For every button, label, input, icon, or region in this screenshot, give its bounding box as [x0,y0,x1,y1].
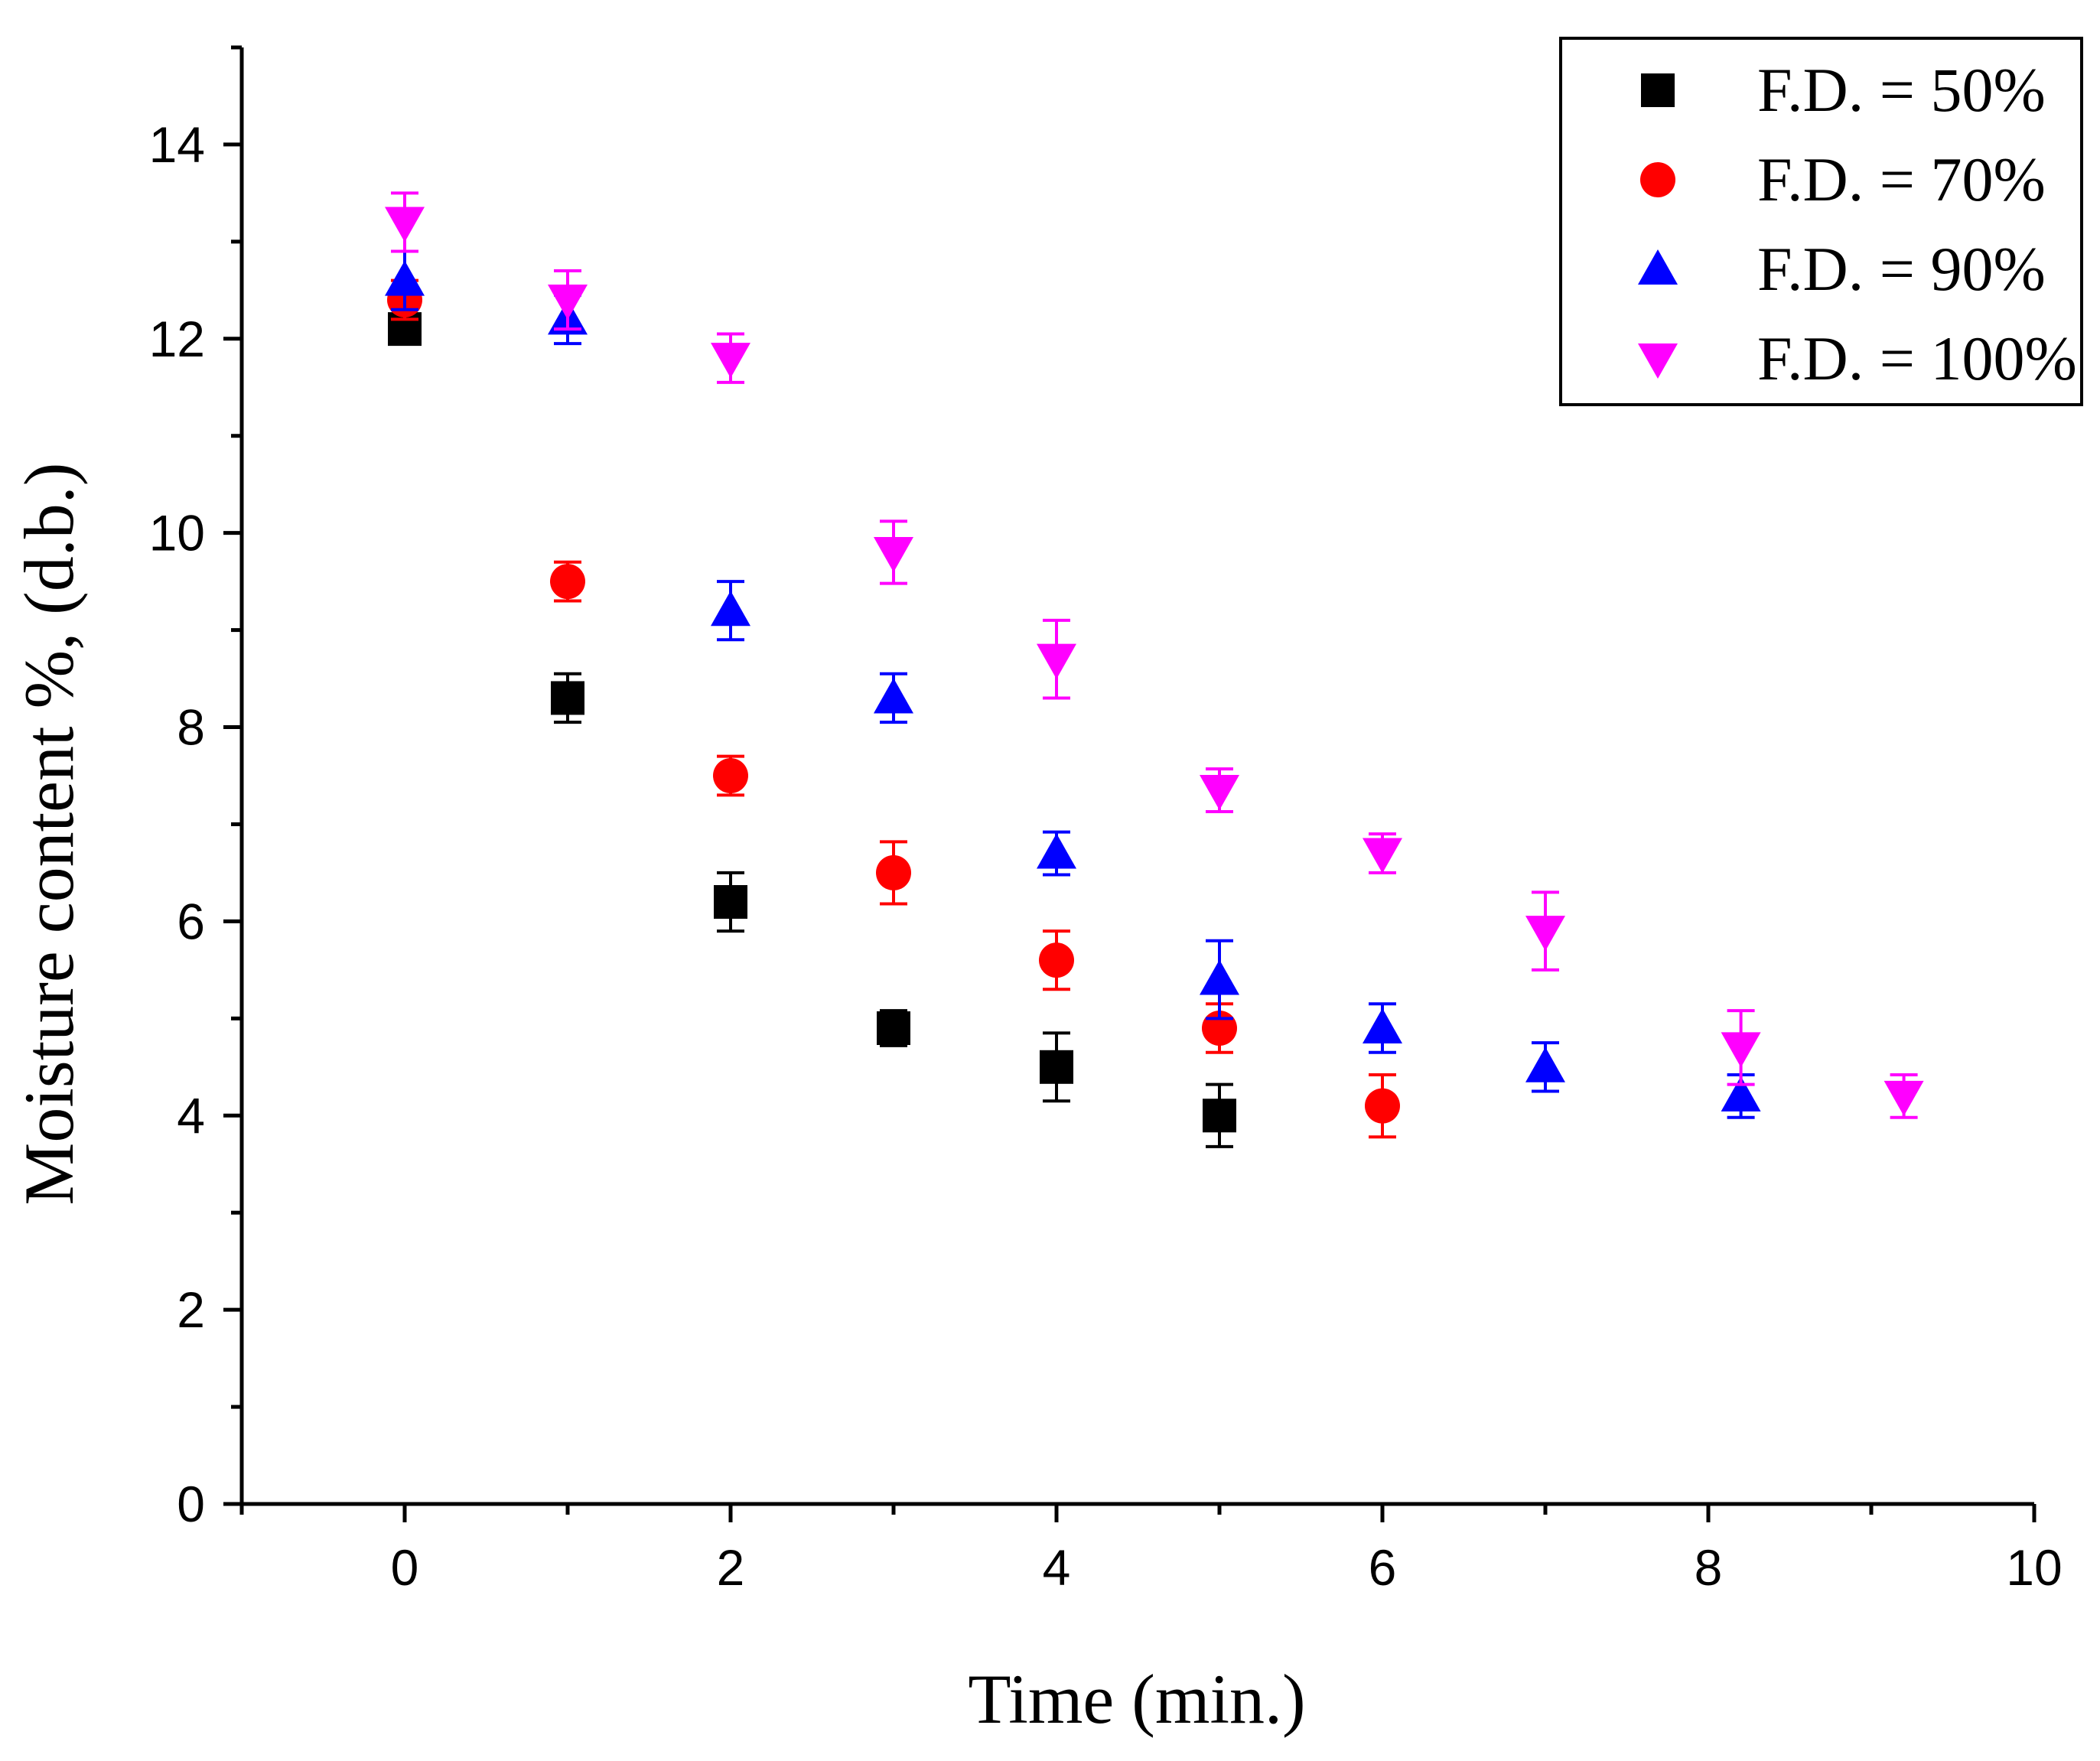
data-point [1363,1008,1402,1044]
series-layer [385,191,1924,1148]
data-point [1040,1050,1073,1084]
data-point [1039,942,1074,978]
data-point [1200,959,1239,995]
y-tick-label: 8 [177,699,205,756]
legend-marker [1641,73,1675,107]
data-point [711,591,750,627]
y-tick-label: 12 [149,311,205,367]
legend: F.D. = 50% F.D. = 70% F.D. = 90% F.D. = 100… [1559,37,2083,406]
data-point [1883,1080,1924,1116]
data-point [1721,1076,1761,1112]
data-point [385,260,425,296]
x-tick-label: 6 [1369,1539,1397,1596]
data-point [1365,1088,1400,1124]
x-tick-label: 4 [1043,1539,1071,1596]
legend-marker [1640,162,1675,197]
x-axis-title: Time (min.) [968,1660,1305,1738]
legend-label: F.D. = 90% [1757,234,2046,304]
legend-label: F.D. = 70% [1757,145,2046,214]
y-axis-title: Moisture content %, (d.b.) [10,463,88,1206]
x-tick-label: 8 [1695,1539,1723,1596]
y-tick-label: 6 [177,893,205,949]
data-point [1037,833,1076,869]
legend-label: F.D. = 50% [1757,55,2046,125]
legend-marker [1638,249,1678,285]
data-point [1525,1047,1565,1082]
data-point [1200,775,1239,811]
data-point [548,285,588,321]
legend-marker [1638,343,1678,379]
data-point [385,207,425,243]
data-point [711,343,750,379]
y-axis: 0 2 4 6 8 10 12 14 [149,45,242,1532]
y-tick-label: 4 [177,1087,205,1144]
data-point [550,564,585,600]
data-point [1525,916,1565,952]
y-tick-label: 10 [149,505,205,562]
series-1 [388,312,1236,1148]
x-tick-label: 2 [717,1539,745,1596]
data-point [1203,1099,1236,1133]
data-point [874,678,913,714]
y-tick-label: 2 [177,1281,205,1338]
legend-label: F.D. = 100% [1757,324,2077,393]
x-tick-label: 10 [2006,1539,2062,1596]
y-tick-label: 14 [149,116,205,173]
series-4 [385,191,1924,1119]
x-tick-label: 0 [391,1539,419,1596]
data-point [874,537,913,573]
series-3 [385,249,1761,1119]
data-point [714,885,747,920]
y-tick-label: 0 [177,1476,205,1532]
data-point [713,758,748,793]
data-point [1037,643,1076,679]
data-point [877,1011,910,1046]
data-point [551,681,584,715]
data-point [876,854,911,890]
data-point [1721,1032,1761,1068]
x-axis: 0 2 4 6 8 10 [239,1504,2063,1596]
plot-frame [239,47,2034,1506]
data-point [1363,838,1402,874]
